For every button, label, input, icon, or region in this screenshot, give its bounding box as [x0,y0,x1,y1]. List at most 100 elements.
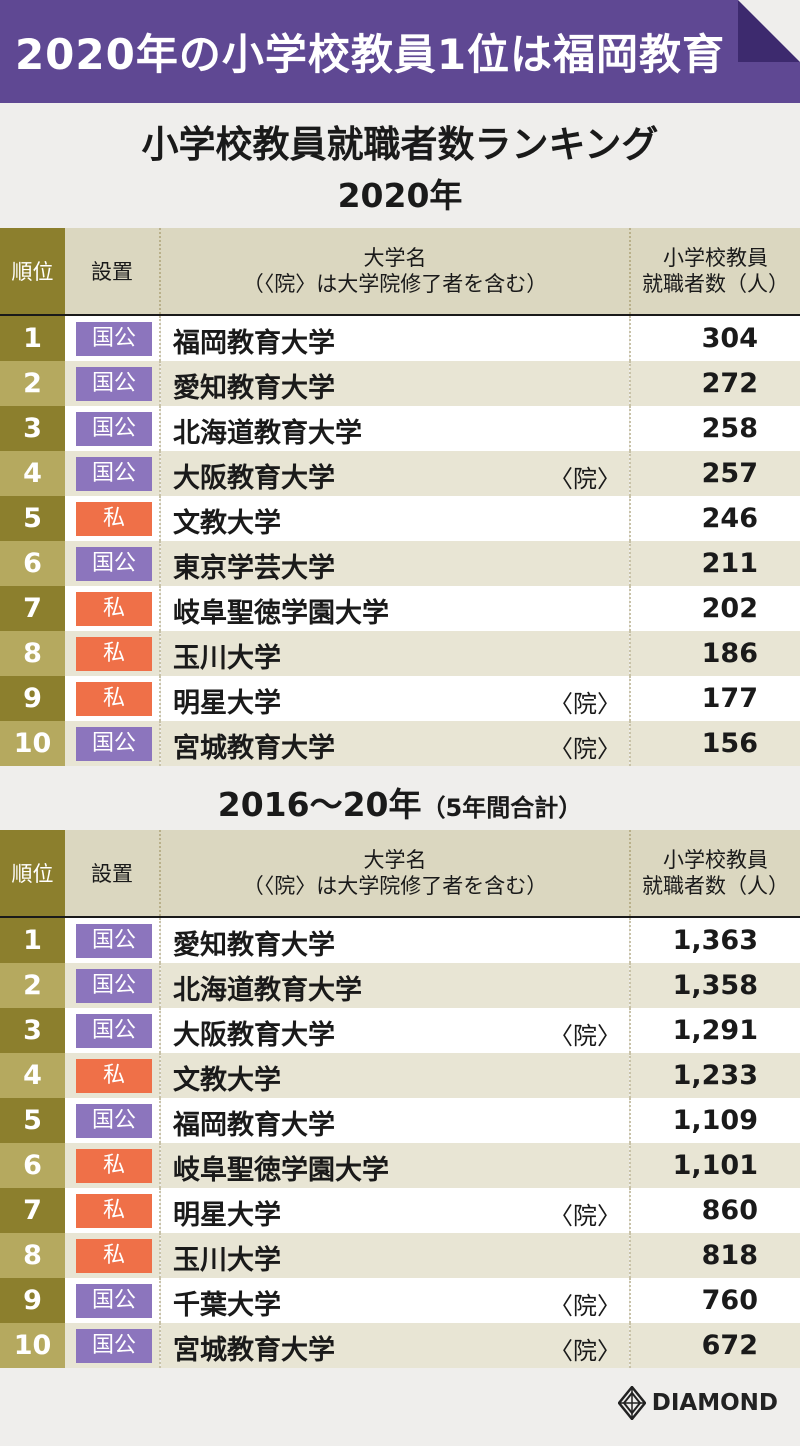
header-university-line1: 大学名 [363,246,427,270]
university-cell: 大阪教育大学 〈院〉 [159,451,630,496]
graduate-school-mark: 〈院〉 [549,1292,621,1320]
count-cell: 258 [629,406,800,451]
university-name: 福岡教育大学 [173,328,335,359]
university-name: 岐阜聖徳学園大学 [173,1155,389,1186]
section2-title: 2016〜20年（5年間合計） [0,783,800,830]
rank-cell: 5 [0,1098,65,1143]
university-cell: 文教大学 [159,1053,630,1098]
header-count-line2: 就職者数（人） [642,272,789,296]
diamond-logo: DIAMOND [617,1386,778,1420]
type-badge: 国公 [76,1013,152,1048]
graduate-school-mark: 〈院〉 [549,690,621,718]
graduate-school-mark: 〈院〉 [549,1337,621,1365]
type-cell: 私 [65,631,160,676]
type-cell: 国公 [65,721,160,766]
diamond-logo-icon [617,1386,646,1420]
university-name: 北海道教育大学 [173,418,362,449]
graduate-school-mark: 〈院〉 [549,1022,621,1050]
header-university-line2: （〈院〉は大学院修了者を含む） [242,272,548,296]
university-name: 福岡教育大学 [173,1110,335,1141]
table-row: 9 私明星大学 〈院〉 177 [0,676,800,721]
university-name: 岐阜聖徳学園大学 [173,598,389,629]
rank-cell: 1 [0,315,65,361]
type-badge: 私 [76,1238,152,1273]
type-badge: 国公 [76,1283,152,1318]
section2-title-years: 2016〜20年 [217,785,422,824]
type-badge: 国公 [76,726,152,761]
table-row: 7 私明星大学 〈院〉 860 [0,1188,800,1233]
rank-cell: 9 [0,1278,65,1323]
header-university: 大学名 （〈院〉は大学院修了者を含む） [159,830,630,918]
table-row: 6 私岐阜聖徳学園大学 1,101 [0,1143,800,1188]
type-badge: 私 [76,1193,152,1228]
header-count: 小学校教員 就職者数（人） [629,830,800,918]
type-badge: 私 [76,681,152,716]
type-cell: 私 [65,1143,160,1188]
graduate-school-mark: 〈院〉 [549,1202,621,1230]
header-university-line2: （〈院〉は大学院修了者を含む） [242,874,548,898]
rank-cell: 3 [0,406,65,451]
count-cell: 1,109 [629,1098,800,1143]
header-type: 設置 [65,830,160,918]
type-cell: 国公 [65,451,160,496]
rank-cell: 5 [0,496,65,541]
rank-cell: 7 [0,586,65,631]
type-cell: 国公 [65,963,160,1008]
university-cell: 福岡教育大学 [159,1098,630,1143]
type-cell: 国公 [65,541,160,586]
type-cell: 私 [65,496,160,541]
table-row: 2 国公 愛知教育大学 272 [0,361,800,406]
type-badge: 国公 [76,1103,152,1138]
table-header-row: 順位 設置 大学名 （〈院〉は大学院修了者を含む） 小学校教員 就職者数（人） [0,228,800,316]
type-cell: 国公 [65,917,160,963]
ranking-table-2016-2020: 順位 設置 大学名 （〈院〉は大学院修了者を含む） 小学校教員 就職者数（人） … [0,830,800,1368]
rank-cell: 8 [0,631,65,676]
university-cell: 玉川大学 [159,1233,630,1278]
university-cell: 岐阜聖徳学園大学 [159,586,630,631]
university-name: 玉川大学 [173,1245,281,1276]
count-cell: 1,101 [629,1143,800,1188]
type-cell: 私 [65,586,160,631]
university-cell: 玉川大学 [159,631,630,676]
table-row: 5 私文教大学 246 [0,496,800,541]
university-name: 千葉大学 [173,1290,281,1321]
rank-cell: 2 [0,963,65,1008]
table-header-row: 順位 設置 大学名 （〈院〉は大学院修了者を含む） 小学校教員 就職者数（人） [0,830,800,918]
type-cell: 国公 [65,406,160,451]
count-cell: 246 [629,496,800,541]
type-cell: 私 [65,1188,160,1233]
count-cell: 186 [629,631,800,676]
logo-text: DIAMOND [651,1390,778,1416]
table-row: 4 私文教大学 1,233 [0,1053,800,1098]
count-cell: 1,358 [629,963,800,1008]
table-row: 4 国公 大阪教育大学 〈院〉 257 [0,451,800,496]
rank-cell: 2 [0,361,65,406]
header-rank: 順位 [0,228,65,316]
rank-cell: 10 [0,721,65,766]
type-badge: 国公 [76,456,152,491]
university-cell: 文教大学 [159,496,630,541]
table-row: 5 国公 福岡教育大学 1,109 [0,1098,800,1143]
type-badge: 私 [76,501,152,536]
rank-cell: 1 [0,917,65,963]
header-rank: 順位 [0,830,65,918]
section1-title: 2020年 [337,176,463,215]
university-name: 大阪教育大学 [173,1020,335,1051]
graduate-school-mark: 〈院〉 [549,735,621,763]
rank-cell: 8 [0,1233,65,1278]
type-cell: 私 [65,1053,160,1098]
count-cell: 211 [629,541,800,586]
university-name: 東京学芸大学 [173,553,335,584]
table-row: 10 国公 宮城教育大学 〈院〉 156 [0,721,800,766]
university-cell: 北海道教育大学 [159,406,630,451]
header-type: 設置 [65,228,160,316]
count-cell: 177 [629,676,800,721]
university-name: 愛知教育大学 [173,373,335,404]
header-count: 小学校教員 就職者数（人） [629,228,800,316]
type-badge: 国公 [76,968,152,1003]
university-name: 明星大学 [173,1200,281,1231]
table-row: 9 国公 千葉大学 〈院〉 760 [0,1278,800,1323]
table-row: 3 国公 北海道教育大学 258 [0,406,800,451]
rank-cell: 9 [0,676,65,721]
rank-cell: 10 [0,1323,65,1368]
